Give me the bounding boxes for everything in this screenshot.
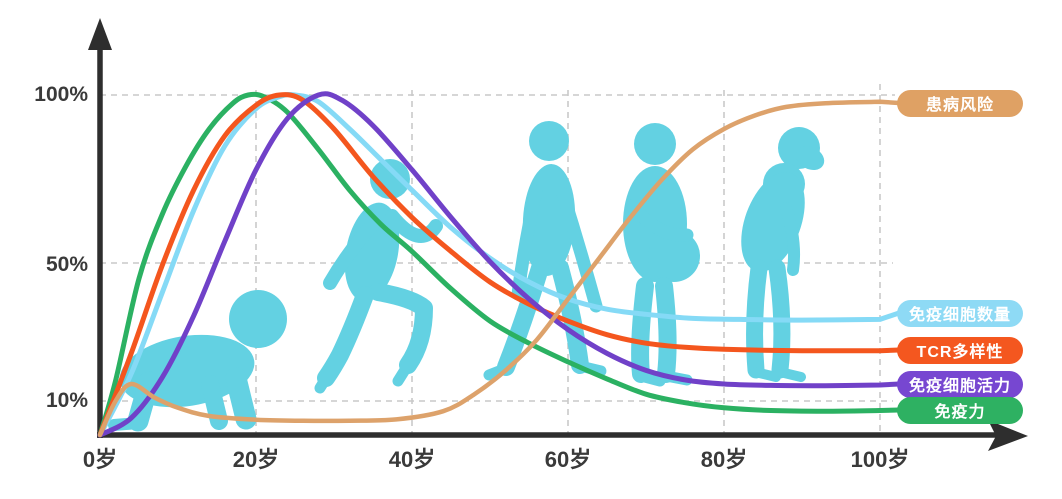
- y-axis-arrow-icon: [88, 18, 112, 50]
- axes: [88, 18, 1028, 451]
- curve-immunity: [97, 91, 902, 438]
- curve-lines: [97, 91, 902, 438]
- x-tick-0y: 0岁: [82, 447, 118, 472]
- y-tick-50pct: 50%: [45, 253, 88, 276]
- legend-immunity: 免疫力: [897, 396, 1023, 424]
- legend-label-disease-risk: 患病风险: [925, 97, 994, 114]
- human-silhouettes: [108, 121, 825, 432]
- curve-immune-cell-activity: [97, 91, 902, 438]
- legend-label-immunity: 免疫力: [934, 404, 986, 421]
- x-tick-100y: 100岁: [850, 447, 910, 472]
- child-running-silhouette: [314, 159, 443, 394]
- adult-walking-silhouette: [483, 121, 607, 381]
- y-tick-100pct: 100%: [34, 83, 88, 106]
- curve-disease-risk: [97, 99, 902, 438]
- x-tick-40y: 40岁: [388, 447, 436, 472]
- legend-label-tcr-diversity: TCR多样性: [916, 344, 1004, 361]
- legend-immune-cell-activity: 免疫细胞活力: [897, 370, 1023, 398]
- curve-immune-cell-count: [97, 92, 902, 438]
- elderly-hunched-silhouette: [741, 127, 825, 382]
- x-tick-80y: 80岁: [700, 447, 748, 472]
- legend-immune-cell-count: 免疫细胞数量: [897, 299, 1023, 327]
- y-tick-10pct: 10%: [45, 389, 88, 412]
- x-axis-arrow-icon: [988, 420, 1028, 451]
- legend-label-immune-cell-count: 免疫细胞数量: [908, 307, 1011, 324]
- legend-disease-risk: 患病风险: [897, 89, 1023, 117]
- legend-label-immune-cell-activity: 免疫细胞活力: [908, 378, 1011, 395]
- legend-tcr-diversity: TCR多样性: [897, 336, 1023, 364]
- curve-tcr-diversity: [97, 92, 902, 438]
- x-tick-20y: 20岁: [232, 447, 280, 472]
- x-tick-60y: 60岁: [544, 447, 592, 472]
